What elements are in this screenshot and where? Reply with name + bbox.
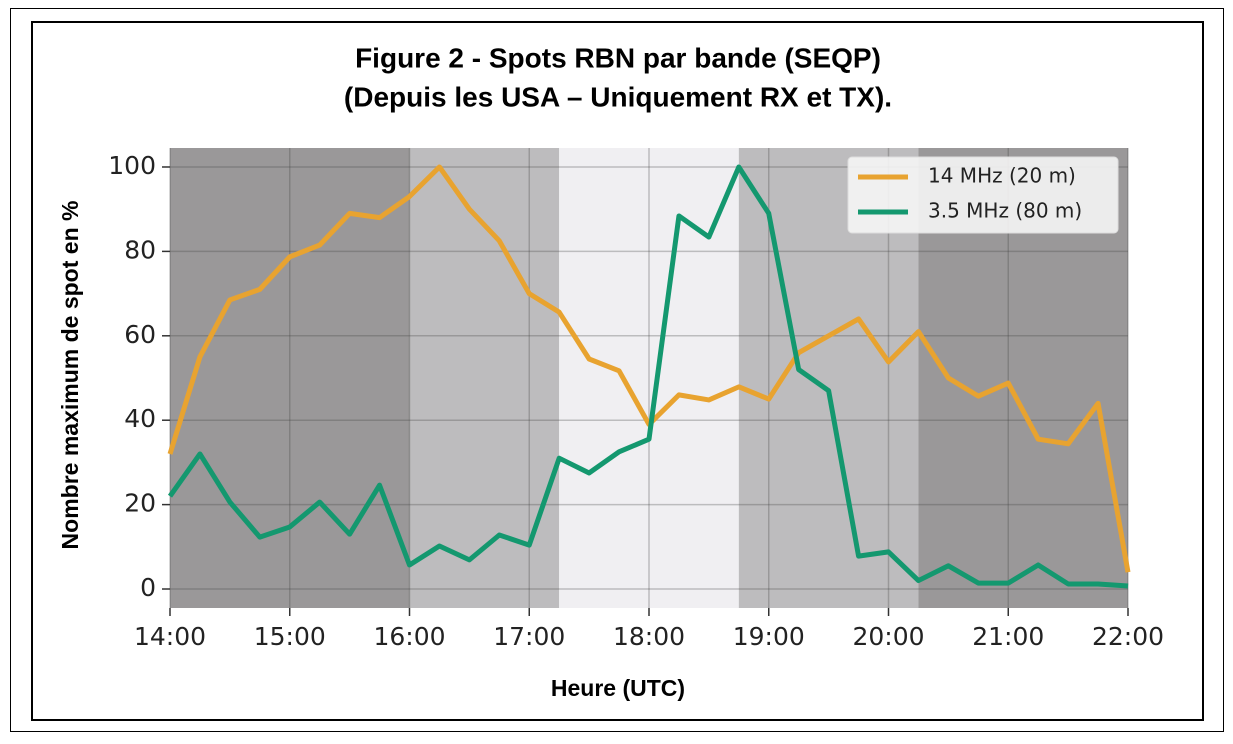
chart-title: (Depuis les USA – Uniquement RX et TX). (344, 81, 892, 112)
shaded-band (409, 148, 560, 608)
x-tick-label: 16:00 (373, 622, 445, 651)
shaded-band (170, 148, 410, 608)
x-tick-label: 17:00 (493, 622, 565, 651)
legend-box (847, 156, 1119, 234)
legend-label: 3.5 MHz (80 m) (928, 199, 1082, 223)
x-tick-label: 14:00 (134, 622, 206, 651)
y-tick-label: 20 (124, 489, 156, 518)
outer-frame (10, 8, 1224, 732)
x-tick-label: 21:00 (972, 622, 1044, 651)
x-tick-label: 22:00 (1092, 622, 1164, 651)
x-tick-label: 20:00 (852, 622, 924, 651)
legend-label: 14 MHz (20 m) (928, 164, 1076, 188)
x-tick-label: 18:00 (613, 622, 685, 651)
y-tick-label: 60 (124, 320, 156, 349)
y-tick-label: 80 (124, 235, 156, 264)
x-tick-label: 19:00 (733, 622, 805, 651)
y-tick-label: 0 (140, 573, 156, 602)
y-tick-label: 40 (124, 404, 156, 433)
x-tick-label: 15:00 (254, 622, 326, 651)
y-axis-label: Nombre maximum de spot en % (57, 201, 83, 550)
inner-frame (31, 21, 1204, 721)
chart-title: Figure 2 - Spots RBN par bande (SEQP) (355, 42, 881, 73)
shaded-band (559, 148, 739, 608)
x-axis-label: Heure (UTC) (551, 675, 685, 701)
y-tick-label: 100 (108, 151, 156, 180)
series-line (167, 164, 1129, 589)
